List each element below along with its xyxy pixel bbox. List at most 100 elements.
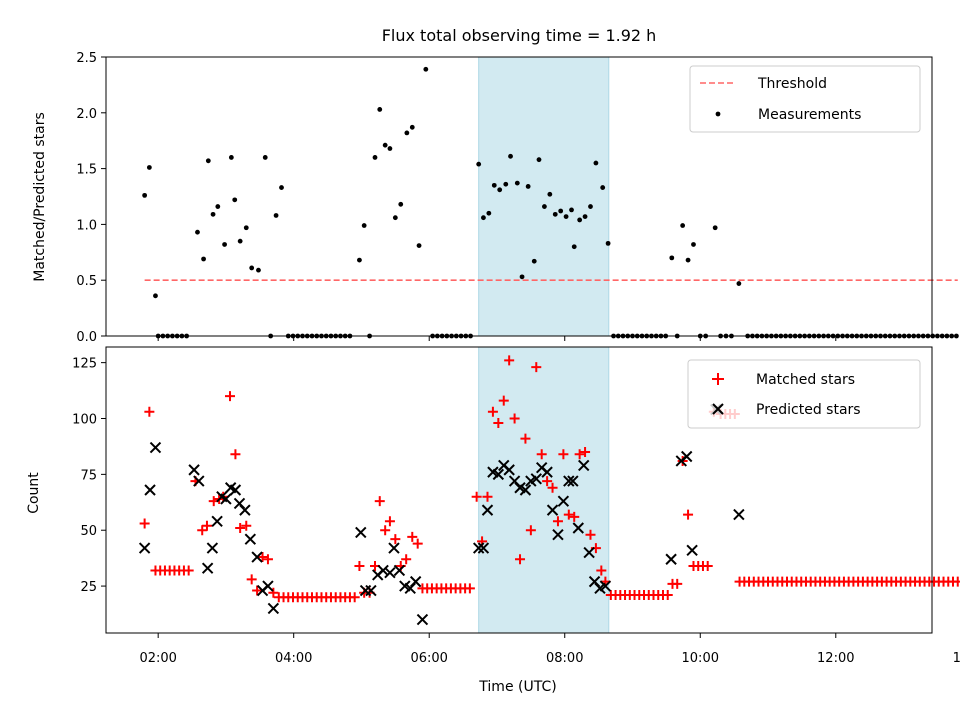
measurement-point [249, 265, 255, 271]
matched-star-marker [349, 592, 360, 603]
top-y-tick-label: 0.0 [76, 330, 97, 345]
predicted-star-marker [680, 450, 693, 463]
top-y-axis-label: Matched/Predicted stars [32, 112, 48, 282]
measurement-point [398, 201, 404, 207]
predicted-star-marker [144, 484, 156, 496]
measurement-point [563, 214, 569, 219]
measurement-point [552, 211, 558, 217]
matched-star-marker [374, 496, 385, 507]
predicted-star-marker [220, 493, 232, 505]
measurement-point [571, 244, 577, 250]
legend-matched-label: Matched stars [756, 372, 855, 388]
top-x-ticks [157, 336, 837, 341]
predicted-star-marker [229, 484, 242, 496]
matched-star-marker [354, 560, 365, 571]
matched-star-marker [201, 520, 212, 531]
measurement-point [205, 158, 211, 164]
matched-star-marker [531, 362, 542, 373]
measurement-point [372, 155, 378, 160]
matched-star-marker [498, 395, 509, 406]
measurement-point [153, 293, 158, 299]
matched-star-marker [380, 525, 391, 536]
predicted-star-marker [201, 562, 214, 574]
measurement-point [508, 153, 513, 159]
predicted-star-marker [262, 580, 274, 592]
measurement-point [930, 333, 936, 339]
predicted-star-marker [481, 504, 494, 516]
matched-points [139, 355, 960, 603]
measurement-point [736, 281, 742, 286]
matched-star-marker [471, 491, 482, 502]
predicted-star-marker [541, 466, 553, 478]
bottom-panel: 25 50 75 100 125 02:00 04:00 06:00 08:00 10:00 12… [26, 346, 960, 695]
matched-star-marker [672, 578, 683, 589]
predicted-star-marker [567, 475, 579, 487]
predicted-star-marker [365, 584, 377, 597]
measurement-point [210, 211, 216, 217]
bottom-legend: Matched stars Predicted stars [687, 359, 921, 429]
matched-star-marker [390, 534, 401, 545]
predicted-star-marker [665, 553, 677, 565]
matched-star-marker [596, 565, 607, 576]
matched-star-marker [268, 587, 279, 598]
top-y-tick-label: 1.5 [76, 163, 97, 178]
predicted-star-marker [188, 464, 200, 476]
measurement-point [685, 257, 691, 263]
predicted-star-marker [472, 542, 485, 554]
predicted-star-marker [239, 504, 251, 516]
predicted-star-marker [503, 464, 515, 476]
legend-measurement-label: Measurements [758, 107, 861, 123]
measurement-point [577, 217, 583, 223]
measurement-point [542, 204, 547, 209]
measurement-point [503, 181, 509, 187]
measurement-point [361, 223, 367, 228]
measurement-point [497, 187, 503, 193]
matched-star-marker [412, 538, 423, 549]
measurement-point [531, 258, 537, 264]
bottom-y-axis-label: Count [26, 472, 42, 514]
predicted-star-marker [267, 602, 280, 615]
bottom-x-tick-label: 02:00 [139, 651, 176, 666]
measurement-point [273, 213, 279, 218]
matched-star-marker [384, 516, 395, 527]
predicted-star-marker [355, 526, 367, 539]
measurement-point [215, 204, 221, 209]
top-y-tick-label: 1.0 [76, 218, 97, 233]
predicted-star-marker [599, 580, 612, 592]
predicted-star-marker [572, 522, 584, 534]
top-panel: 0.0 0.5 1.0 1.5 2.0 2.5 Matched/Predicted sta… [32, 51, 959, 345]
matched-star-marker [558, 449, 569, 460]
matched-star-marker [241, 520, 252, 531]
measurement-point [514, 180, 520, 186]
measurement-point [680, 223, 686, 228]
predicted-star-marker [477, 542, 490, 554]
matched-star-marker [401, 554, 412, 565]
matched-star-marker [552, 516, 563, 527]
matched-star-marker [683, 509, 694, 520]
top-y-axis: 0.0 0.5 1.0 1.5 2.0 2.5 [76, 51, 106, 345]
predicted-star-marker [686, 544, 698, 557]
measurement-point [558, 208, 564, 214]
chart-title: Flux total observing time = 1.92 h [382, 26, 657, 45]
predicted-star-marker [377, 564, 389, 577]
measurement-point [382, 142, 388, 148]
measurement-point [536, 157, 542, 163]
predicted-star-marker [206, 542, 219, 554]
predicted-star-marker [552, 528, 564, 541]
matched-star-marker [407, 531, 418, 542]
top-y-tick-label: 2.5 [76, 51, 97, 66]
measurement-point [222, 242, 227, 247]
top-y-tick-label: 0.5 [76, 274, 97, 289]
measurement-point [949, 333, 955, 339]
measurement-point [357, 257, 362, 263]
matched-star-marker [144, 406, 155, 417]
measurement-point [944, 333, 950, 339]
predicted-points [138, 403, 745, 626]
bottom-x-tick-label: 04:00 [275, 651, 312, 666]
measurement-point [232, 197, 238, 203]
matched-star-marker [464, 583, 475, 594]
measurement-point [486, 210, 492, 216]
predicted-star-marker [149, 441, 162, 454]
predicted-star-marker [393, 564, 406, 577]
